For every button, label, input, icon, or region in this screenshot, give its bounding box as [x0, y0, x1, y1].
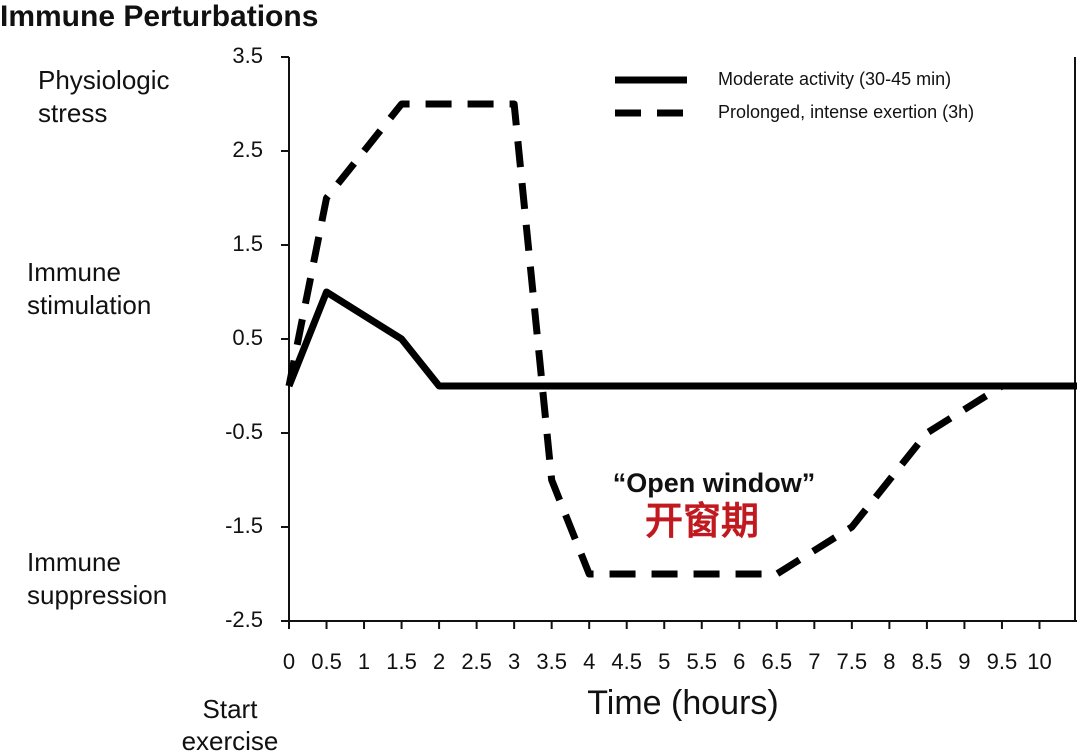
x-tick-label: 3	[508, 649, 520, 674]
side-label: stimulation	[27, 290, 151, 320]
x-tick-label: 0.5	[311, 649, 342, 674]
side-label: suppression	[27, 580, 167, 610]
x-tick-label: 8	[883, 649, 895, 674]
x-tick-label: 10	[1027, 649, 1051, 674]
annotation: 开窗期	[645, 501, 759, 543]
legend-label: Prolonged, intense exertion (3h)	[718, 102, 974, 122]
y-tick-label: 1.5	[232, 231, 263, 256]
x-tick-label: 7.5	[837, 649, 868, 674]
side-label: Immune	[27, 547, 121, 577]
data-line	[285, 288, 1077, 390]
data-line	[285, 100, 1004, 578]
y-tick-label: -2.5	[225, 607, 263, 632]
chart-title: Immune Perturbations	[0, 0, 318, 33]
side-label: stress	[38, 98, 107, 128]
x-tick-label: 6.5	[762, 649, 793, 674]
y-tick-label: -1.5	[225, 513, 263, 538]
x-tick-label: 5	[658, 649, 670, 674]
start-label: Start	[203, 694, 259, 724]
annotation: “Open window”	[613, 468, 816, 498]
x-tick-label: 9.5	[987, 649, 1018, 674]
side-label: Physiologic	[38, 65, 170, 95]
x-tick-label: 3.5	[536, 649, 567, 674]
x-tick-label: 2	[433, 649, 445, 674]
x-axis-label: Time (hours)	[587, 684, 778, 722]
y-tick-label: 3.5	[232, 43, 263, 68]
x-tick-label: 4	[583, 649, 595, 674]
y-tick-label: 2.5	[232, 137, 263, 162]
x-tick-label: 5.5	[686, 649, 717, 674]
y-tick-label: 0.5	[232, 325, 263, 350]
y-tick-label: -0.5	[225, 419, 263, 444]
start-label: exercise	[182, 726, 279, 755]
x-tick-label: 1.5	[386, 649, 417, 674]
x-tick-label: 4.5	[611, 649, 642, 674]
x-tick-label: 0	[283, 649, 295, 674]
x-tick-label: 7	[808, 649, 820, 674]
side-label: Immune	[27, 257, 121, 287]
x-tick-label: 1	[358, 649, 370, 674]
legend-label: Moderate activity (30-45 min)	[718, 69, 951, 89]
x-tick-label: 2.5	[461, 649, 492, 674]
x-tick-label: 8.5	[912, 649, 943, 674]
x-tick-label: 6	[733, 649, 745, 674]
x-tick-label: 9	[958, 649, 970, 674]
